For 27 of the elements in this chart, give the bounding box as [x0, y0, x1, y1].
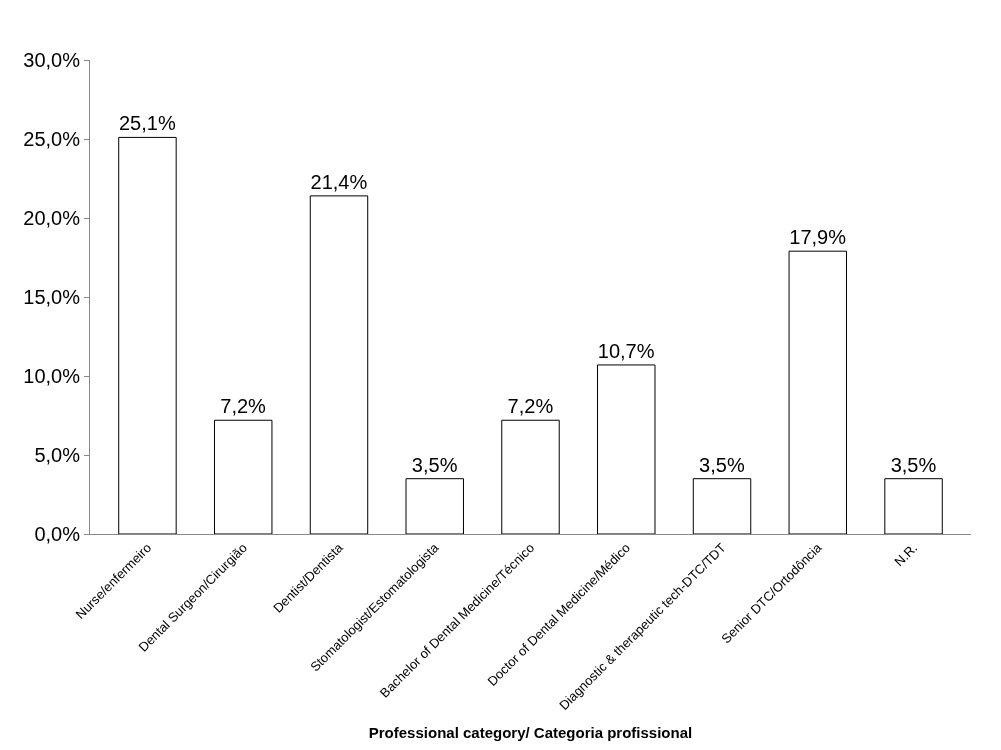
data-label: 17,9% — [789, 226, 847, 249]
data-label: 3,5% — [411, 453, 458, 476]
data-label: 3,5% — [699, 453, 745, 476]
bar — [788, 250, 848, 534]
x-tick-label: N.R. — [891, 540, 921, 570]
data-label: 3,5% — [890, 453, 937, 476]
bar — [213, 419, 273, 534]
bar — [597, 364, 656, 534]
y-tick-label: 20,0% — [23, 207, 81, 229]
y-tick-label: 0,0% — [34, 523, 81, 545]
bar — [118, 136, 177, 534]
bar — [692, 478, 752, 534]
y-tick-label: 5,0% — [34, 444, 81, 466]
data-label: 25,1% — [118, 112, 176, 135]
y-tick-label: 25,0% — [23, 128, 81, 150]
data-label: 7,2% — [220, 395, 267, 418]
bar — [309, 195, 369, 534]
bar — [501, 419, 560, 534]
data-label: 7,2% — [507, 395, 554, 418]
bar — [884, 478, 943, 534]
y-tick-label: 30,0% — [23, 49, 81, 71]
y-tick-label: 15,0% — [23, 286, 81, 308]
data-label: 21,4% — [310, 170, 368, 193]
y-tick-label: 10,0% — [23, 365, 81, 387]
bar — [405, 478, 464, 534]
data-label: 10,7% — [597, 339, 655, 362]
x-axis-title: Professional category/ Categoria profissional — [368, 723, 693, 741]
